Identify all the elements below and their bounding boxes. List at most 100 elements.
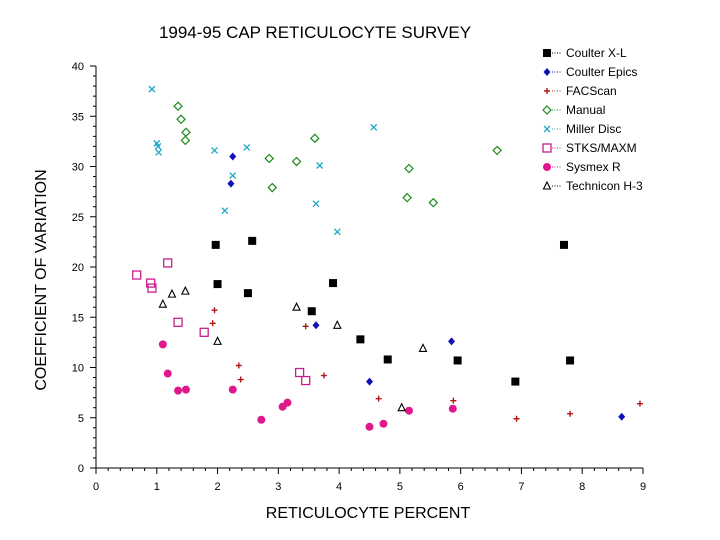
data-point — [181, 127, 191, 138]
legend-item: Sysmex R — [543, 160, 621, 174]
data-point — [511, 377, 520, 386]
x-tick-label: 3 — [275, 481, 281, 493]
data-point — [566, 356, 575, 365]
data-point — [329, 279, 338, 288]
data-point — [257, 415, 266, 424]
data-point — [302, 323, 309, 330]
data-point — [448, 337, 456, 346]
legend-item: Miller Disc — [543, 122, 621, 136]
legend-item: Coulter Epics — [543, 65, 637, 79]
data-point — [180, 285, 190, 295]
legend-item: FACScan — [544, 84, 617, 98]
chart-title: 1994-95 CAP RETICULOCYTE SURVEY — [159, 23, 471, 42]
data-point — [181, 385, 190, 394]
data-point — [307, 307, 316, 316]
legend-marker — [543, 68, 551, 76]
series-miller-disc — [148, 85, 378, 236]
data-point — [636, 400, 643, 407]
data-point — [243, 143, 251, 151]
data-point — [309, 133, 320, 144]
data-point — [428, 197, 439, 208]
data-point — [163, 258, 173, 268]
legend-label: Coulter X-L — [566, 46, 627, 60]
data-point — [356, 335, 365, 344]
data-point — [559, 240, 568, 249]
data-point — [450, 397, 457, 404]
legend-label: Manual — [566, 103, 605, 117]
legend-label: STKS/MAXM — [566, 141, 637, 155]
data-point — [397, 402, 407, 412]
data-point — [155, 148, 163, 156]
data-point — [146, 278, 156, 288]
data-point — [264, 153, 275, 164]
plot-area: 0 1 2 3 4 5 6 7 8 9 0 5 10 15 20 25 30 35 40 — [72, 61, 646, 493]
series-manual — [173, 101, 502, 208]
x-tick-label: 0 — [93, 481, 99, 493]
x-tick-label: 5 — [397, 481, 403, 493]
data-point — [211, 146, 218, 154]
data-point — [174, 386, 183, 395]
data-point — [375, 395, 382, 402]
legend-label: FACScan — [566, 84, 617, 98]
data-point — [229, 172, 237, 180]
data-point — [402, 192, 413, 203]
data-point — [237, 376, 244, 383]
data-point — [243, 289, 252, 298]
x-tick-label: 7 — [518, 481, 524, 493]
legend-label: Coulter Epics — [566, 65, 637, 79]
legend-label: Sysmex R — [566, 160, 621, 174]
legend-marker — [542, 105, 552, 115]
data-point — [163, 369, 172, 378]
y-tick-label: 10 — [72, 363, 84, 375]
data-point — [283, 398, 292, 407]
x-tick-label: 4 — [336, 481, 342, 493]
y-tick-label: 0 — [78, 463, 84, 475]
legend-item: Technicon H-3 — [542, 179, 643, 193]
legend-label: Technicon H-3 — [566, 179, 643, 193]
data-point — [320, 372, 327, 379]
data-point — [404, 163, 414, 174]
data-point — [301, 375, 311, 386]
data-point — [227, 179, 235, 188]
data-point — [228, 385, 237, 394]
data-point — [209, 320, 216, 327]
data-point — [154, 142, 162, 150]
x-axis-title: RETICULOCYTE PERCENT — [266, 505, 471, 522]
y-tick-label: 15 — [72, 312, 84, 324]
data-point — [221, 207, 229, 215]
legend: Coulter X-L Coulter Epics FACScan Manual Mil… — [542, 46, 643, 193]
y-tick-label: 20 — [72, 262, 84, 274]
series-technicon-h-3 — [158, 285, 428, 412]
y-axis-title: COEFFICIENT OF VARIATION — [33, 169, 50, 390]
data-point — [211, 240, 220, 249]
data-point — [229, 152, 237, 161]
data-point — [199, 327, 209, 337]
data-point — [180, 135, 191, 146]
data-point — [316, 162, 324, 169]
data-point — [248, 236, 257, 245]
y-tick-label: 5 — [78, 413, 84, 425]
series-stks-maxm — [132, 258, 311, 386]
data-point — [365, 422, 374, 431]
data-point — [312, 200, 320, 208]
data-point — [173, 101, 183, 112]
legend-item: STKS/MAXM — [542, 141, 637, 155]
legend-label: Miller Disc — [566, 122, 621, 136]
data-point — [213, 280, 222, 289]
data-point — [267, 182, 278, 193]
data-point — [176, 114, 186, 125]
series-facscan — [209, 307, 643, 422]
data-point — [148, 85, 156, 93]
y-tick-label: 40 — [72, 61, 84, 73]
data-point — [567, 410, 574, 417]
y-tick-label: 30 — [72, 162, 84, 174]
data-point — [312, 321, 320, 330]
y-tick-label: 25 — [72, 212, 84, 224]
legend-marker — [542, 143, 552, 153]
x-tick-label: 9 — [640, 481, 646, 493]
data-point — [405, 406, 414, 415]
legend-marker — [543, 163, 551, 171]
data-point — [618, 412, 626, 421]
data-point — [213, 336, 222, 345]
